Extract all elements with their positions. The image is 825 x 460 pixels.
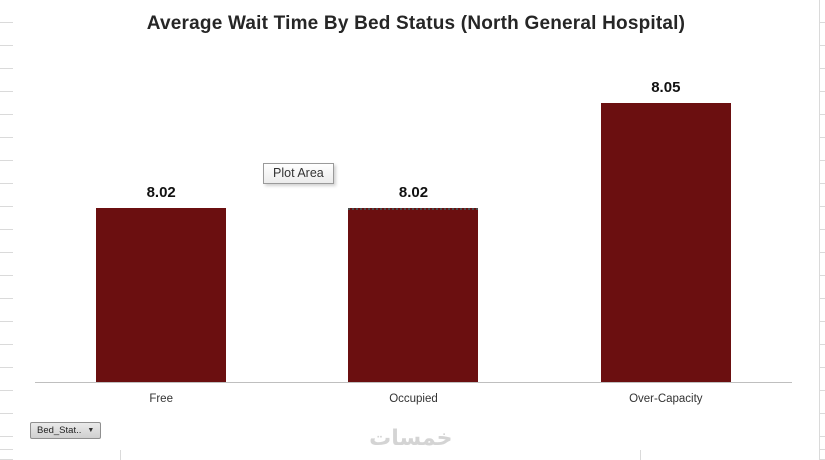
bar-group-over-capacity: 8.05	[540, 68, 792, 382]
chart-title[interactable]: Average Wait Time By Bed Status (North G…	[146, 13, 686, 34]
data-label-over-capacity: 8.05	[651, 78, 681, 96]
data-label-occupied: 8.02	[398, 183, 429, 201]
worksheet-gridline-tick	[640, 450, 641, 460]
bar-free[interactable]	[96, 207, 227, 382]
category-label-free: Free	[149, 393, 173, 405]
watermark: خمسات	[369, 426, 453, 451]
plot-area-tooltip: Plot Area	[263, 163, 334, 184]
category-label-over-capacity: Over-Capacity	[629, 393, 703, 405]
bar-group-free: 8.02	[35, 68, 287, 382]
chart-object[interactable]: Average Wait Time By Bed Status (North G…	[13, 0, 819, 450]
bar-occupied[interactable]	[348, 207, 479, 382]
bar-over-capacity[interactable]	[600, 102, 731, 382]
bar-group-occupied: 8.02	[287, 68, 539, 382]
category-label-occupied: Occupied	[389, 393, 438, 405]
bed-status-field-button[interactable]: Bed_Stat.. ▼	[30, 422, 102, 439]
category-axis: Free Occupied Over-Capacity	[35, 393, 792, 405]
worksheet-gridlines-left	[0, 0, 13, 460]
data-label-free: 8.02	[146, 183, 176, 201]
field-button-label: Bed_Stat..	[37, 425, 82, 436]
worksheet-gridlines-right	[819, 0, 825, 460]
worksheet-gridline-tick	[120, 450, 121, 460]
plot-area[interactable]: 8.02 8.02 8.05	[35, 68, 792, 383]
dropdown-arrow-icon: ▼	[87, 427, 95, 434]
tooltip-label: Plot Area	[273, 166, 324, 180]
